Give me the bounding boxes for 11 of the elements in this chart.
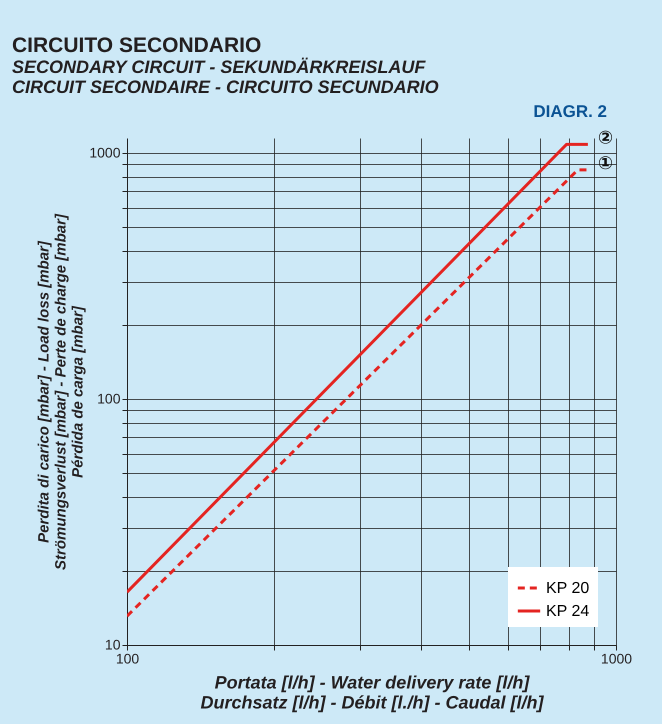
y-tick-label: 100 [97,390,121,406]
chart-title: CIRCUITO SECONDARIO [12,34,262,57]
legend-label: KP 20 [546,580,590,597]
annotation: ② [598,127,614,148]
y-tick-label: 10 [104,636,121,652]
legend-label: KP 24 [546,603,590,620]
x-axis-title: Portata [l/h] - Water delivery rate [l/h] Durchsatz [l/h] - Débit [l./h] - Caudal [l/h] [200,672,544,712]
chart-subtitle: SECONDARY CIRCUIT - SEKUNDÄRKREISLAUF CIRCUIT SECONDAIRE - CIRCUITO SECUNDARIO [12,57,439,97]
y-axis-title: Perdita di carico [mbar] - Load loss [mbar] Strömungsverlust [mbar] - Perte de charge [mbar] Pérdida de carga [mbar] [35,213,86,570]
text: DIAGR. 2 [533,102,607,121]
y-tick-label: 1000 [89,144,121,160]
